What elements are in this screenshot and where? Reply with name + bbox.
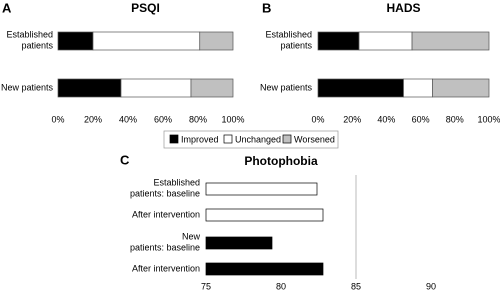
bar	[205, 262, 324, 276]
category-label: Established patients: baseline	[130, 178, 200, 199]
chart-title: Photophobia	[244, 154, 318, 168]
bar-segment	[317, 78, 404, 98]
legend-swatch	[169, 134, 179, 144]
x-tick-label: 75	[201, 281, 211, 291]
x-tick-label: 0%	[51, 114, 64, 124]
legend-label: Improved	[181, 134, 219, 144]
bar-segment	[432, 78, 490, 98]
bar-segment	[411, 31, 490, 51]
x-tick-label: 90	[426, 281, 436, 291]
category-label: New patients	[1, 82, 54, 92]
legend-frame	[163, 130, 339, 149]
bar-segment	[92, 31, 201, 51]
legend-swatch	[223, 134, 233, 144]
bar-segment	[190, 78, 234, 98]
legend-label: Unchanged	[235, 134, 281, 144]
category-label: New patients: baseline	[130, 232, 201, 253]
category-label: After intervention	[132, 209, 200, 219]
bar-segment	[120, 78, 192, 98]
bar	[205, 182, 318, 196]
panel-letter: A	[2, 0, 12, 15]
x-tick-label: 40%	[119, 114, 137, 124]
chart-title: PSQI	[131, 1, 160, 15]
bar	[205, 236, 273, 250]
chart-title: HADS	[386, 1, 420, 15]
x-tick-label: 85	[351, 281, 361, 291]
bar-segment	[317, 31, 360, 51]
category-label: New patients	[260, 82, 313, 92]
bar-segment	[358, 31, 413, 51]
x-tick-label: 80%	[189, 114, 207, 124]
x-tick-label: 20%	[84, 114, 102, 124]
bar-segment	[57, 31, 94, 51]
x-tick-label: 80	[276, 281, 286, 291]
x-tick-label: 100%	[221, 114, 244, 124]
x-tick-label: 60%	[154, 114, 172, 124]
category-label: After intervention	[132, 263, 200, 273]
x-tick-label: 0%	[311, 114, 324, 124]
panel-letter: B	[262, 0, 271, 15]
x-tick-label: 60%	[412, 114, 430, 124]
legend-swatch	[282, 134, 292, 144]
panel-letter: C	[120, 152, 130, 167]
x-tick-label: 20%	[343, 114, 361, 124]
x-tick-label: 40%	[377, 114, 395, 124]
legend-label: Worsened	[294, 134, 335, 144]
category-label: Established patients	[6, 30, 53, 51]
x-tick-label: 80%	[446, 114, 464, 124]
bar	[205, 208, 324, 222]
x-tick-label: 100%	[477, 114, 500, 124]
bar-segment	[57, 78, 122, 98]
category-label: Established patients	[265, 30, 312, 51]
bar-segment	[403, 78, 433, 98]
bar-segment	[199, 31, 234, 51]
